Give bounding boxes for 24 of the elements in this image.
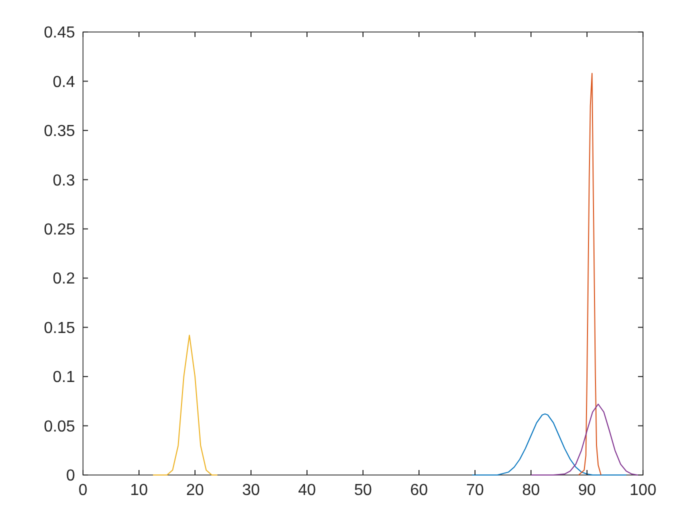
y-tick-label: 0.1 [52,369,76,386]
y-tick-label: 0.25 [44,221,76,238]
x-tick-label: 40 [298,482,316,499]
x-tick-label: 90 [578,482,596,499]
y-tick-label: 0.35 [44,123,76,140]
x-tick-label: 80 [522,482,540,499]
line-series [152,334,218,476]
y-tick-label: 0 [66,468,76,485]
x-tick-label: 60 [410,482,428,499]
x-tick-label: 20 [186,482,204,499]
line-series [472,413,627,476]
x-tick-label: 50 [354,482,372,499]
x-tick-label: 70 [466,482,484,499]
y-tick-label: 0.2 [52,270,76,288]
x-tick-label: 30 [242,482,260,499]
x-tick-label: 10 [130,482,148,499]
y-tick-label: 0.4 [52,74,76,91]
y-tick-label: 0.15 [44,320,76,337]
y-tick-label: 0.3 [52,172,76,190]
x-tick-label: 100 [630,482,656,499]
line-series [578,72,602,476]
x-tick-label: 0 [78,482,88,499]
y-tick-label: 0.05 [44,418,76,436]
y-tick-label: 0.45 [44,24,76,42]
